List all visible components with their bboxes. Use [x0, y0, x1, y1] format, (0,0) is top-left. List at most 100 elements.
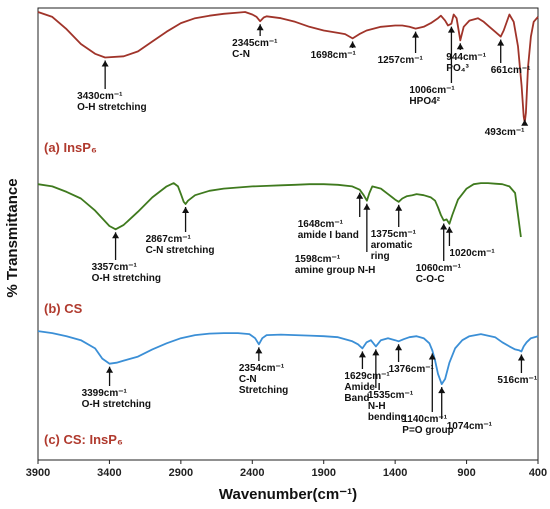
annotation-text: O-H stretching: [77, 102, 146, 113]
x-tick-label: 2400: [240, 467, 264, 479]
annotation-text: 1006cm⁻¹: [409, 85, 455, 96]
annotation-arrowhead: [456, 43, 464, 50]
annotation-text: HPO4²: [409, 96, 440, 107]
x-tick-label: 400: [529, 467, 547, 479]
peak-annotation: 1020cm⁻¹: [445, 226, 495, 259]
peak-annotation: 1060cm⁻¹C-O-C: [416, 223, 462, 285]
annotation-text: ring: [371, 251, 390, 262]
series-layer: [37, 11, 539, 386]
x-tick-label: 1900: [311, 467, 335, 479]
annotation-text: 1535cm⁻¹: [368, 390, 414, 401]
peak-annotation: 1074cm⁻¹: [438, 387, 493, 432]
annotation-text: C-N stretching: [146, 245, 215, 256]
annotation-text: 1698cm⁻¹: [311, 50, 357, 61]
x-tick-label: 2900: [169, 467, 193, 479]
annotation-arrowhead: [255, 347, 263, 354]
x-axis-label: Wavenumber(cm⁻¹): [219, 486, 357, 503]
annotation-text: 1060cm⁻¹: [416, 263, 462, 274]
x-tick-label: 3400: [97, 467, 121, 479]
annotation-text: 1376cm⁻¹: [389, 364, 435, 375]
annotation-text: PO₄³: [446, 63, 469, 74]
peak-annotation: 1257cm⁻¹: [378, 31, 424, 66]
annotation-text: aromatic: [371, 240, 413, 251]
annotation-text: 944cm⁻¹: [446, 52, 486, 63]
peak-annotation: 3357cm⁻¹O-H stretching: [92, 232, 161, 284]
annotation-text: 493cm⁻¹: [485, 127, 525, 138]
annotation-arrowhead: [395, 204, 403, 211]
annotation-text: bending: [368, 412, 407, 423]
annotation-text: 516cm⁻¹: [497, 375, 537, 386]
annotation-arrowhead: [363, 203, 371, 210]
annotation-arrowhead: [412, 31, 420, 38]
annotation-text: 661cm⁻¹: [491, 65, 531, 76]
annotation-text: 1020cm⁻¹: [449, 248, 495, 259]
annotation-text: Band: [344, 393, 369, 404]
peak-annotation: 661cm⁻¹: [491, 39, 531, 76]
annotation-text: Amide I: [344, 382, 380, 393]
series-label-b: (b) CS: [44, 301, 83, 316]
annotation-text: 2345cm⁻¹: [232, 38, 278, 49]
peak-annotation: 2867cm⁻¹C-N stretching: [146, 207, 215, 256]
annotation-text: 1375cm⁻¹: [371, 229, 417, 240]
peak-annotation: 3430cm⁻¹O-H stretching: [77, 60, 147, 113]
annotation-text: C-N: [239, 374, 257, 385]
x-tick-label: 3900: [26, 467, 50, 479]
annotation-text: 1598cm⁻¹: [295, 254, 341, 265]
peak-annotation: 516cm⁻¹: [497, 354, 538, 386]
x-tick-label: 1400: [383, 467, 407, 479]
annotation-arrowhead: [438, 387, 446, 394]
annotation-arrowhead: [428, 353, 436, 360]
annotation-text: P=O group: [402, 425, 453, 436]
annotation-arrowhead: [101, 60, 109, 67]
annotation-text: 1648cm⁻¹: [298, 219, 344, 230]
annotation-text: 1074cm⁻¹: [447, 421, 493, 432]
annotation-arrowhead: [182, 207, 190, 213]
annotation-text: 2867cm⁻¹: [146, 234, 192, 245]
annotation-text: 3399cm⁻¹: [82, 388, 128, 399]
annotation-text: C-N: [232, 49, 250, 60]
peak-annotation: 1140cm⁻¹P=O group: [402, 353, 454, 436]
peak-annotation: 1376cm⁻¹: [389, 344, 435, 375]
annotation-arrowhead: [256, 24, 264, 31]
annotation-arrowhead: [356, 192, 364, 199]
peak-annotation: 493cm⁻¹: [485, 119, 529, 138]
series-line-b: [37, 182, 522, 238]
x-axis-ticks: 3900 3400 2900 2400 1900 1400 900 400: [26, 460, 547, 479]
annotation-text: amine group N-H: [295, 265, 376, 276]
series-label-layer: (a) InsP₆ (b) CS (c) CS: InsP₆: [44, 140, 123, 447]
annotation-arrowhead: [372, 349, 380, 356]
annotation-arrowhead: [517, 354, 525, 361]
plot-frame: [37, 7, 539, 461]
annotation-arrowhead: [349, 41, 357, 48]
x-tick-label: 900: [457, 467, 475, 479]
series-label-c: (c) CS: InsP₆: [44, 432, 123, 447]
annotation-text: O-H stretching: [92, 273, 161, 284]
annotation-arrowhead: [358, 351, 366, 358]
annotation-text: amide I band: [298, 230, 359, 241]
annotation-arrowhead: [440, 223, 448, 230]
annotation-arrowhead: [521, 119, 529, 126]
series-line-a: [37, 11, 539, 124]
annotation-text: C-O-C: [416, 274, 445, 285]
series-line-c: [37, 330, 539, 386]
annotation-arrowhead: [395, 344, 403, 351]
peak-annotation: 2345cm⁻¹C-N: [232, 24, 278, 60]
annotation-text: Stretching: [239, 385, 288, 396]
y-axis-label: % Transmittance: [4, 178, 21, 297]
annotation-text: 1629cm⁻¹: [344, 371, 390, 382]
annotation-arrowhead: [445, 226, 453, 233]
series-label-a: (a) InsP₆: [44, 140, 97, 155]
annotation-arrowhead: [447, 26, 455, 33]
annotation-arrowhead: [497, 39, 505, 46]
annotation-text: 1257cm⁻¹: [378, 55, 424, 66]
